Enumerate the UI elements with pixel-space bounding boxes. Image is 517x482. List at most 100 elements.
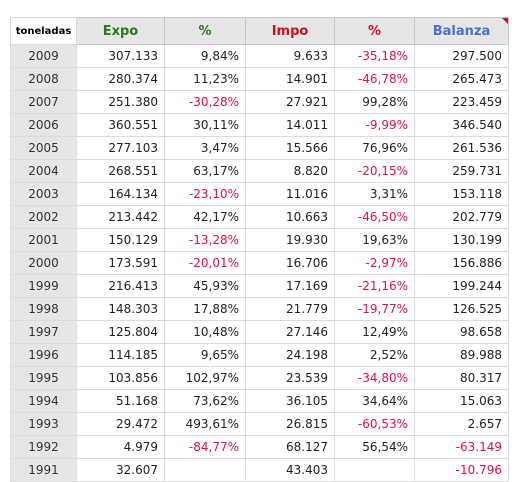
impo-cell: 8.820 xyxy=(245,159,335,183)
year-cell: 1993 xyxy=(10,412,77,436)
expo-pct-cell: 9,84% xyxy=(164,44,246,68)
impo-pct-cell: -46,78% xyxy=(334,67,415,91)
expo-pct-cell: -13,28% xyxy=(164,228,246,252)
impo-cell: 24.198 xyxy=(245,343,335,367)
expo-cell: 32.607 xyxy=(76,458,165,482)
impo-pct-cell: 3,31% xyxy=(334,182,415,206)
table-row: 1997 125.804 10,48% 27.146 12,49% 98.658 xyxy=(10,320,509,344)
balanza-cell: 346.540 xyxy=(414,113,509,137)
impo-cell: 15.566 xyxy=(245,136,335,160)
trade-table: toneladas Expo % Impo % Balanza 2009 307.… xyxy=(10,17,509,482)
balanza-cell: 126.525 xyxy=(414,297,509,321)
impo-pct-cell: -19,77% xyxy=(334,297,415,321)
balanza-cell: -10.796 xyxy=(414,458,509,482)
year-cell: 1999 xyxy=(10,274,77,298)
expo-cell: 251.380 xyxy=(76,90,165,114)
header-row: toneladas Expo % Impo % Balanza xyxy=(10,17,509,45)
expo-cell: 164.134 xyxy=(76,182,165,206)
expo-cell: 173.591 xyxy=(76,251,165,275)
table-row: 1991 32.607 43.403 -10.796 xyxy=(10,458,509,482)
table-row: 1992 4.979 -84,77% 68.127 56,54% -63.149 xyxy=(10,435,509,459)
table-row: 1994 51.168 73,62% 36.105 34,64% 15.063 xyxy=(10,389,509,413)
impo-cell: 21.779 xyxy=(245,297,335,321)
year-cell: 1998 xyxy=(10,297,77,321)
expo-pct-cell: -23,10% xyxy=(164,182,246,206)
table-row: 1996 114.185 9,65% 24.198 2,52% 89.988 xyxy=(10,343,509,367)
impo-pct-cell: 19,63% xyxy=(334,228,415,252)
impo-cell: 26.815 xyxy=(245,412,335,436)
header-toneladas: toneladas xyxy=(10,17,77,45)
expo-pct-cell: 45,93% xyxy=(164,274,246,298)
year-cell: 1994 xyxy=(10,389,77,413)
impo-pct-cell: -2,97% xyxy=(334,251,415,275)
balanza-cell: 80.317 xyxy=(414,366,509,390)
header-impo-pct[interactable]: % xyxy=(334,17,415,45)
balanza-cell: 202.779 xyxy=(414,205,509,229)
header-expo[interactable]: Expo xyxy=(76,17,165,45)
header-expo-pct[interactable]: % xyxy=(164,17,246,45)
balanza-cell: 223.459 xyxy=(414,90,509,114)
header-balanza[interactable]: Balanza xyxy=(414,17,509,45)
expo-pct-cell: -84,77% xyxy=(164,435,246,459)
header-impo[interactable]: Impo xyxy=(245,17,335,45)
impo-cell: 43.403 xyxy=(245,458,335,482)
year-cell: 1995 xyxy=(10,366,77,390)
balanza-cell: 261.536 xyxy=(414,136,509,160)
impo-cell: 27.146 xyxy=(245,320,335,344)
expo-cell: 114.185 xyxy=(76,343,165,367)
balanza-cell: 259.731 xyxy=(414,159,509,183)
expo-cell: 29.472 xyxy=(76,412,165,436)
table-row: 1999 216.413 45,93% 17.169 -21,16% 199.244 xyxy=(10,274,509,298)
impo-pct-cell: -21,16% xyxy=(334,274,415,298)
expo-pct-cell: 30,11% xyxy=(164,113,246,137)
expo-pct-cell: 11,23% xyxy=(164,67,246,91)
expo-pct-cell: 73,62% xyxy=(164,389,246,413)
impo-cell: 17.169 xyxy=(245,274,335,298)
table-row: 2000 173.591 -20,01% 16.706 -2,97% 156.886 xyxy=(10,251,509,275)
year-cell: 2005 xyxy=(10,136,77,160)
impo-pct-cell: -60,53% xyxy=(334,412,415,436)
impo-pct-cell: 12,49% xyxy=(334,320,415,344)
balanza-cell: 265.473 xyxy=(414,67,509,91)
expo-cell: 216.413 xyxy=(76,274,165,298)
table-row: 2006 360.551 30,11% 14.011 -9,99% 346.540 xyxy=(10,113,509,137)
balanza-cell: 153.118 xyxy=(414,182,509,206)
expo-cell: 150.129 xyxy=(76,228,165,252)
expo-cell: 148.303 xyxy=(76,297,165,321)
expo-cell: 213.442 xyxy=(76,205,165,229)
year-cell: 2000 xyxy=(10,251,77,275)
table-row: 2001 150.129 -13,28% 19.930 19,63% 130.199 xyxy=(10,228,509,252)
impo-cell: 19.930 xyxy=(245,228,335,252)
impo-pct-cell: -34,80% xyxy=(334,366,415,390)
impo-cell: 14.901 xyxy=(245,67,335,91)
balanza-cell: -63.149 xyxy=(414,435,509,459)
impo-cell: 11.016 xyxy=(245,182,335,206)
balanza-cell: 297.500 xyxy=(414,44,509,68)
impo-cell: 16.706 xyxy=(245,251,335,275)
expo-pct-cell: 42,17% xyxy=(164,205,246,229)
expo-pct-cell: 493,61% xyxy=(164,412,246,436)
impo-cell: 14.011 xyxy=(245,113,335,137)
impo-cell: 27.921 xyxy=(245,90,335,114)
year-cell: 2009 xyxy=(10,44,77,68)
balanza-cell: 15.063 xyxy=(414,389,509,413)
year-cell: 2007 xyxy=(10,90,77,114)
impo-pct-cell: 2,52% xyxy=(334,343,415,367)
year-cell: 1991 xyxy=(10,458,77,482)
expo-pct-cell: 3,47% xyxy=(164,136,246,160)
impo-pct-cell: -20,15% xyxy=(334,159,415,183)
expo-cell: 4.979 xyxy=(76,435,165,459)
year-cell: 2003 xyxy=(10,182,77,206)
expo-pct-cell: -30,28% xyxy=(164,90,246,114)
table-row: 2004 268.551 63,17% 8.820 -20,15% 259.731 xyxy=(10,159,509,183)
impo-cell: 9.633 xyxy=(245,44,335,68)
impo-pct-cell: 99,28% xyxy=(334,90,415,114)
table-row: 1995 103.856 102,97% 23.539 -34,80% 80.317 xyxy=(10,366,509,390)
expo-pct-cell: 9,65% xyxy=(164,343,246,367)
table-body: 2009 307.133 9,84% 9.633 -35,18% 297.500 2008 2… xyxy=(10,44,509,482)
table-row: 2008 280.374 11,23% 14.901 -46,78% 265.473 xyxy=(10,67,509,91)
expo-pct-cell: 10,48% xyxy=(164,320,246,344)
year-cell: 1996 xyxy=(10,343,77,367)
table-row: 2007 251.380 -30,28% 27.921 99,28% 223.459 xyxy=(10,90,509,114)
